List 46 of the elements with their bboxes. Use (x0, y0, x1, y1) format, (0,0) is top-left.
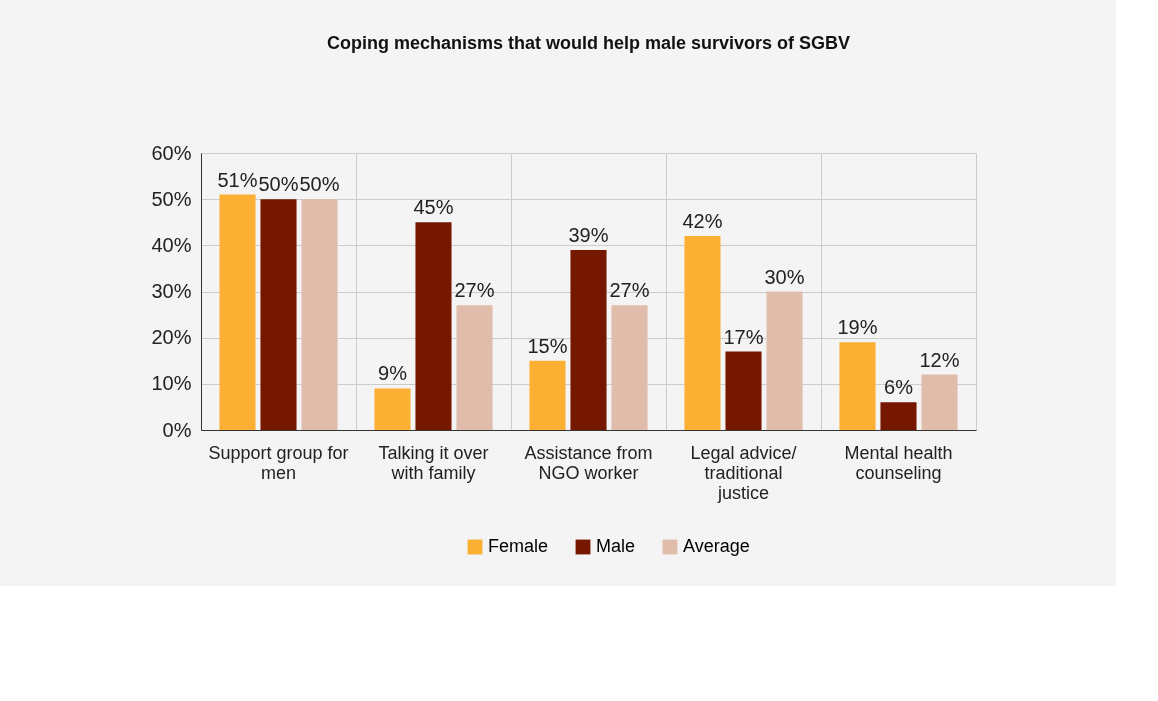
y-tick-label: 20% (151, 326, 192, 349)
data-label: 6% (884, 376, 914, 399)
legend-label: Female (488, 536, 549, 556)
y-tick-label: 60% (151, 141, 192, 164)
bar (839, 342, 876, 430)
bar (260, 199, 297, 430)
data-label: 19% (837, 316, 878, 339)
y-tick-label: 0% (162, 418, 192, 441)
bar (219, 194, 256, 430)
data-label: 15% (527, 334, 568, 357)
data-label: 30% (764, 265, 805, 288)
bar (415, 222, 452, 430)
y-tick-label: 50% (151, 187, 192, 210)
data-label: 12% (919, 348, 960, 371)
bar (374, 388, 411, 430)
y-tick-label: 10% (151, 372, 192, 395)
y-tick-label: 40% (151, 233, 192, 256)
data-label: 17% (723, 325, 764, 348)
bar (456, 305, 493, 430)
data-label: 9% (378, 362, 408, 385)
bar (684, 236, 721, 430)
bar (880, 402, 917, 430)
bar (570, 249, 607, 430)
bar (766, 291, 803, 430)
data-label: 27% (454, 279, 495, 302)
y-tick-label: 30% (151, 280, 192, 302)
bar (921, 374, 958, 430)
x-tick-label: Talking it over with family (378, 442, 489, 483)
data-label: 39% (568, 223, 609, 246)
bar (725, 351, 762, 430)
x-tick-label: Legal advice/ traditional justice (690, 442, 797, 503)
x-tick-label: Assistance from NGO worker (524, 442, 653, 483)
bar (301, 199, 338, 430)
data-label: 45% (413, 196, 454, 219)
bar (529, 360, 566, 430)
data-label: 27% (609, 279, 650, 302)
x-tick-label: Support group for men (208, 442, 349, 483)
x-tick-label: Mental health counseling (844, 442, 953, 483)
bar (611, 305, 648, 430)
data-label: 50% (299, 173, 340, 196)
data-label: 50% (258, 173, 299, 196)
legend-label: Male (596, 536, 636, 556)
data-label: 51% (217, 168, 258, 191)
legend-label: Average (683, 536, 750, 556)
chart-title: Coping mechanisms that would help male survivors of SGBV (326, 33, 851, 53)
data-label: 42% (682, 210, 723, 233)
